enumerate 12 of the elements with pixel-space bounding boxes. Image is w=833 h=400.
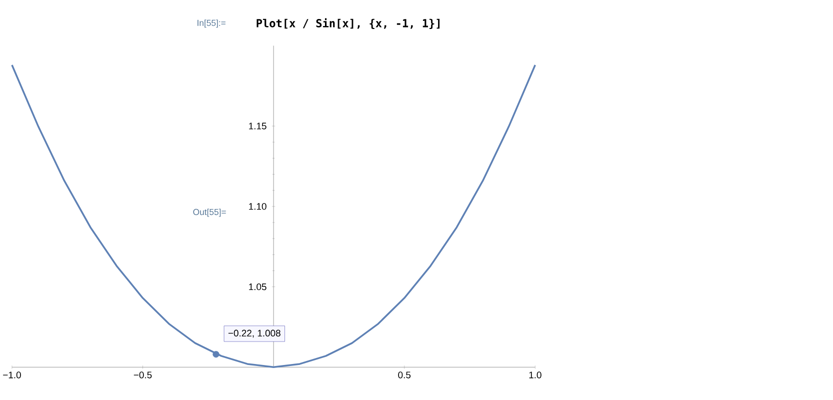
y-tick-label: 1.15 — [249, 122, 266, 130]
x-tick-label: −0.5 — [134, 372, 152, 378]
line-series — [11, 64, 536, 368]
text: In[55]:= — [198, 19, 226, 28]
y-tick-label: 1.10 — [249, 202, 266, 210]
x-tick-label: 0.5 — [398, 372, 411, 378]
chart-title: Plot[x / Sin[x], {x, -1, 1}] — [256, 18, 440, 29]
annotation: −0.22, 1.008 — [228, 330, 280, 338]
x-tick-label: 1.0 — [529, 372, 542, 378]
x-tick-label: −1.0 — [3, 372, 21, 378]
y-tick-label: 1.05 — [249, 283, 266, 290]
annotation: Out[55]= — [193, 208, 226, 217]
